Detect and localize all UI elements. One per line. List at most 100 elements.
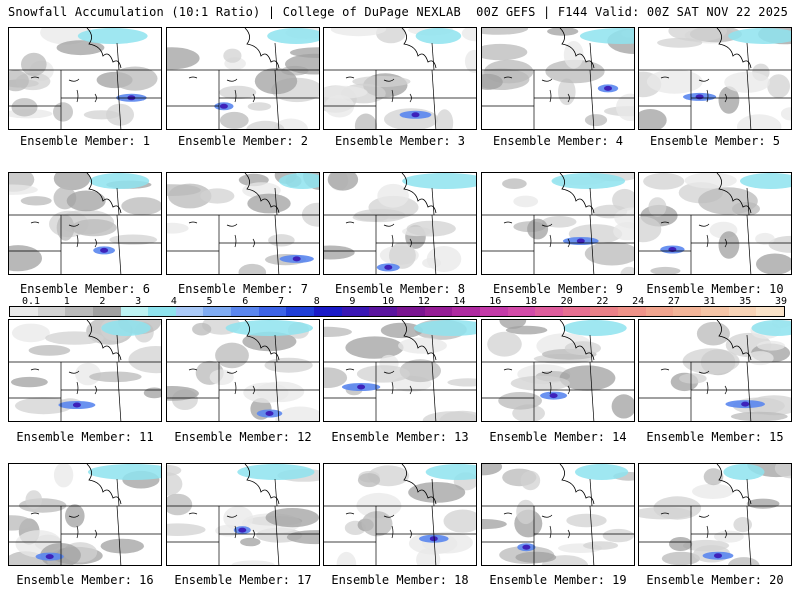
light-snow-area [408, 482, 466, 503]
light-snow-area [219, 111, 249, 129]
state-border [746, 334, 750, 363]
ensemble-member-label: Ensemble Member: 12 [174, 430, 312, 444]
snow-band-north [278, 173, 319, 189]
river [345, 76, 355, 79]
light-snow-area [583, 541, 619, 550]
state-border [746, 42, 750, 71]
colorbar-swatch [10, 307, 38, 316]
ensemble-member-map [481, 172, 635, 275]
heavy-snow-core [604, 85, 612, 91]
light-snow-area [399, 359, 441, 383]
light-snow-area [406, 220, 456, 237]
river [409, 385, 412, 395]
snow-band-north [425, 464, 476, 480]
ensemble-member-map [638, 319, 792, 422]
river [76, 525, 79, 539]
light-snow-area [354, 113, 377, 129]
light-snow-area [352, 212, 389, 222]
light-snow-area [243, 382, 289, 403]
heavy-snow-core [411, 112, 420, 118]
river [409, 238, 412, 248]
coastline [401, 28, 437, 69]
light-snow-area [56, 40, 105, 56]
ensemble-member-label: Ensemble Member: 2 [177, 134, 309, 148]
light-snow-area [698, 187, 758, 215]
light-snow-area [668, 28, 727, 42]
state-border [746, 361, 752, 421]
heavy-snow-core [100, 247, 109, 253]
colorbar-swatch [701, 307, 729, 316]
light-snow-area [246, 120, 285, 129]
snow-band-north [413, 320, 476, 336]
colorbar-swatch [37, 307, 66, 316]
colorbar-tick-label: 8 [313, 296, 320, 307]
river [188, 221, 198, 224]
light-snow-area [505, 325, 548, 335]
light-snow-area [422, 257, 442, 269]
colorbar-tick-label: 2 [99, 296, 106, 307]
light-snow-area [389, 242, 416, 269]
snowfall-map [9, 173, 161, 274]
light-snow-area [648, 197, 667, 217]
ensemble-member-label: Ensemble Member: 19 [489, 573, 627, 587]
colorbar-swatch [562, 307, 591, 316]
light-snow-area [692, 483, 734, 499]
heavy-snow-core [714, 553, 722, 559]
heavy-snow-core [72, 402, 81, 408]
snowfall-map [9, 320, 161, 421]
snow-band-north [728, 28, 791, 44]
state-border [589, 42, 593, 71]
river [698, 370, 710, 374]
light-snow-area [352, 76, 411, 87]
river [345, 512, 355, 515]
ensemble-member-label: Ensemble Member: 14 [489, 430, 627, 444]
light-snow-area [482, 519, 507, 530]
coastline [86, 173, 122, 214]
heavy-snow-core [576, 238, 585, 244]
light-snow-area [661, 551, 700, 565]
river [724, 529, 727, 539]
river [188, 512, 198, 515]
river [391, 234, 394, 248]
snowfall-map [482, 28, 634, 129]
ensemble-member-map [166, 27, 320, 130]
coastline [86, 464, 122, 505]
snowfall-map [167, 320, 319, 421]
light-snow-area [545, 59, 605, 84]
river [660, 221, 670, 224]
river [226, 223, 238, 227]
state-border [431, 187, 435, 216]
light-snow-area [703, 468, 724, 486]
ensemble-member-label: Ensemble Member: 9 [492, 282, 624, 296]
light-snow-area [167, 472, 183, 496]
ensemble-member-map [481, 463, 635, 566]
light-snow-area [247, 193, 291, 214]
state-border [116, 187, 120, 216]
state-border [116, 478, 120, 507]
light-snow-area [11, 376, 48, 388]
colorbar-swatch [479, 307, 508, 316]
river [383, 370, 395, 374]
colorbar-tick-label: 24 [632, 296, 645, 307]
heavy-snow-core [219, 103, 228, 109]
light-snow-area [653, 496, 702, 520]
river [706, 89, 709, 103]
light-snow-area [767, 74, 790, 99]
snowfall-map [639, 28, 791, 129]
light-snow-area [336, 551, 357, 565]
light-snow-area [327, 173, 359, 191]
ensemble-member-label: Ensemble Member: 1 [19, 134, 151, 148]
light-snow-area [345, 336, 404, 359]
river [94, 93, 97, 103]
river [541, 78, 553, 82]
river [76, 234, 79, 248]
colorbar-swatch [535, 307, 563, 316]
state-border [431, 214, 437, 274]
colorbar-tick-label: 9 [349, 296, 356, 307]
colorbar-tick-label: 31 [703, 296, 716, 307]
state-border [746, 478, 750, 507]
snow-band-north [723, 464, 765, 480]
light-snow-area [167, 464, 182, 476]
river [226, 370, 238, 374]
river [698, 514, 710, 518]
